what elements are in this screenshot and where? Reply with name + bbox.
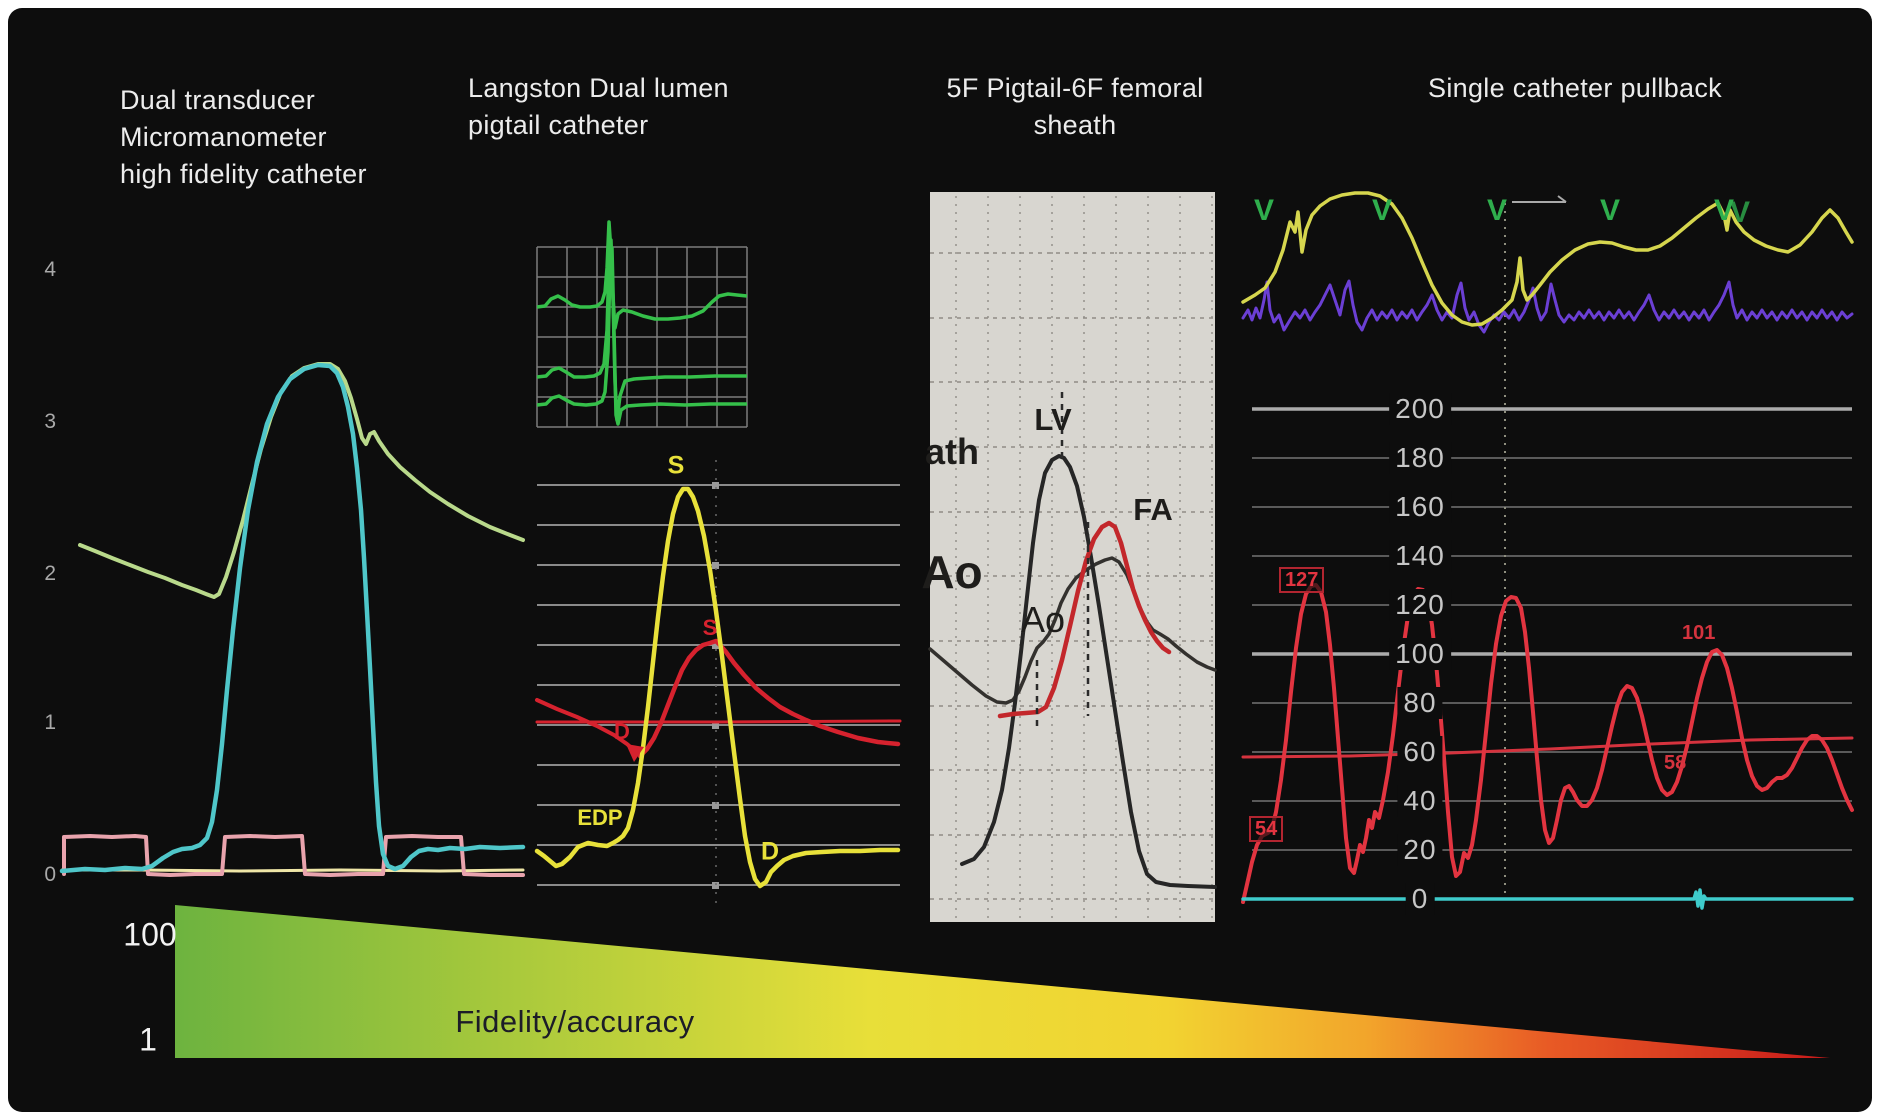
- p2-mean-line: [535, 719, 902, 724]
- p3-lv-trace: [960, 454, 1217, 889]
- p4-zero-baseline: [1241, 888, 1854, 910]
- panel4-title: Single catheter pullback: [1428, 73, 1722, 103]
- p4-v-marker-4: V: [1599, 194, 1621, 227]
- p3-label-lv: LV: [1034, 402, 1072, 437]
- p1-green-trace: [78, 362, 525, 599]
- p3-dashed-markers: [1035, 392, 1090, 726]
- p1-ytick-4: 4: [44, 258, 56, 281]
- p1-pink-squarewave: [62, 834, 525, 877]
- p2-label-edp: EDP: [577, 805, 623, 830]
- p3-label-sheath-clipped: ath: [925, 431, 979, 472]
- p3-label-fa: FA: [1133, 492, 1173, 527]
- p2-ecg-lead2: [536, 238, 747, 422]
- p4-value-58: 58: [1664, 752, 1687, 774]
- p4-v-marker-2: V: [1371, 194, 1393, 227]
- p1-ytick-3: 3: [44, 410, 56, 433]
- p4-ytick-200: 200: [1389, 393, 1451, 425]
- p4-value-54: 54: [1249, 816, 1284, 842]
- p1-ytick-1: 1: [44, 711, 56, 734]
- fidelity-bottom-label: 1: [139, 1021, 157, 1058]
- p4-pressure-trace: [1241, 583, 1854, 904]
- p3-dotted-grid: [930, 196, 1215, 918]
- p4-ytick-80: 80: [1397, 687, 1443, 719]
- p2-label-d-fa: D: [614, 719, 630, 744]
- p4-v-marker-1: V: [1253, 194, 1275, 227]
- p2-fa-diastolic-slant: [535, 698, 637, 753]
- panel1-title: Dual transducer Micromanometer high fideli…: [120, 85, 367, 189]
- p4-ytick-40: 40: [1397, 785, 1443, 817]
- p2-fa-pressure-trace: [637, 638, 901, 759]
- p4-ytick-100: 100: [1389, 638, 1451, 670]
- p2-ecg-lead3: [536, 246, 747, 426]
- p4-value-127: 127: [1279, 567, 1325, 593]
- p2-label-s-fa: S: [702, 615, 718, 640]
- p2-ecg-grid: [536, 246, 748, 428]
- p4-grid: [1252, 195, 1852, 899]
- p4-v-marker-5: V: [1713, 194, 1735, 227]
- p3-label-ao-large: Ao: [921, 546, 983, 598]
- p4-value-101: 101: [1682, 622, 1716, 644]
- p2-label-d-lv: D: [760, 837, 780, 866]
- p4-ytick-180: 180: [1389, 442, 1451, 474]
- p4-ytick-0: 0: [1405, 883, 1435, 915]
- fidelity-axis-label: Fidelity/accuracy: [455, 1004, 695, 1039]
- p1-ytick-0: 0: [44, 863, 56, 886]
- p4-ytick-120: 120: [1389, 589, 1451, 621]
- p4-ytick-20: 20: [1397, 834, 1443, 866]
- p2-lv-pressure-trace: [534, 486, 901, 889]
- p2-ecg-lead1: [536, 220, 748, 330]
- p3-ao-trace: [928, 556, 1217, 705]
- p2-label-s-lv: S: [667, 451, 685, 480]
- p4-v-marker-6: V: [1729, 196, 1751, 229]
- panel3-title: 5F Pigtail-6F femoral sheath: [946, 73, 1204, 140]
- p4-mean-line: [1241, 736, 1854, 759]
- p4-ecg-trace: [1241, 279, 1854, 334]
- p2-cursor-squares: [712, 482, 719, 889]
- p4-ytick-60: 60: [1397, 736, 1443, 768]
- p1-cyan-trace: [59, 362, 526, 874]
- fidelity-gradient-triangle: [175, 905, 1830, 1058]
- panel2-title: Langston Dual lumen pigtail catheter: [468, 73, 729, 140]
- p2-arrowhead: [626, 744, 644, 762]
- p4-resp-trace: [1241, 191, 1854, 327]
- fidelity-top-label: 100: [123, 916, 177, 953]
- p3-label-ao-curve: Ao: [1020, 599, 1066, 640]
- p4-v-marker-3: V: [1486, 194, 1508, 227]
- p3-scan-background: [930, 192, 1215, 922]
- p1-ytick-2: 2: [44, 562, 56, 585]
- p4-ytick-140: 140: [1389, 540, 1451, 572]
- p4-ytick-160: 160: [1389, 491, 1451, 523]
- p3-fa-trace: [997, 520, 1172, 719]
